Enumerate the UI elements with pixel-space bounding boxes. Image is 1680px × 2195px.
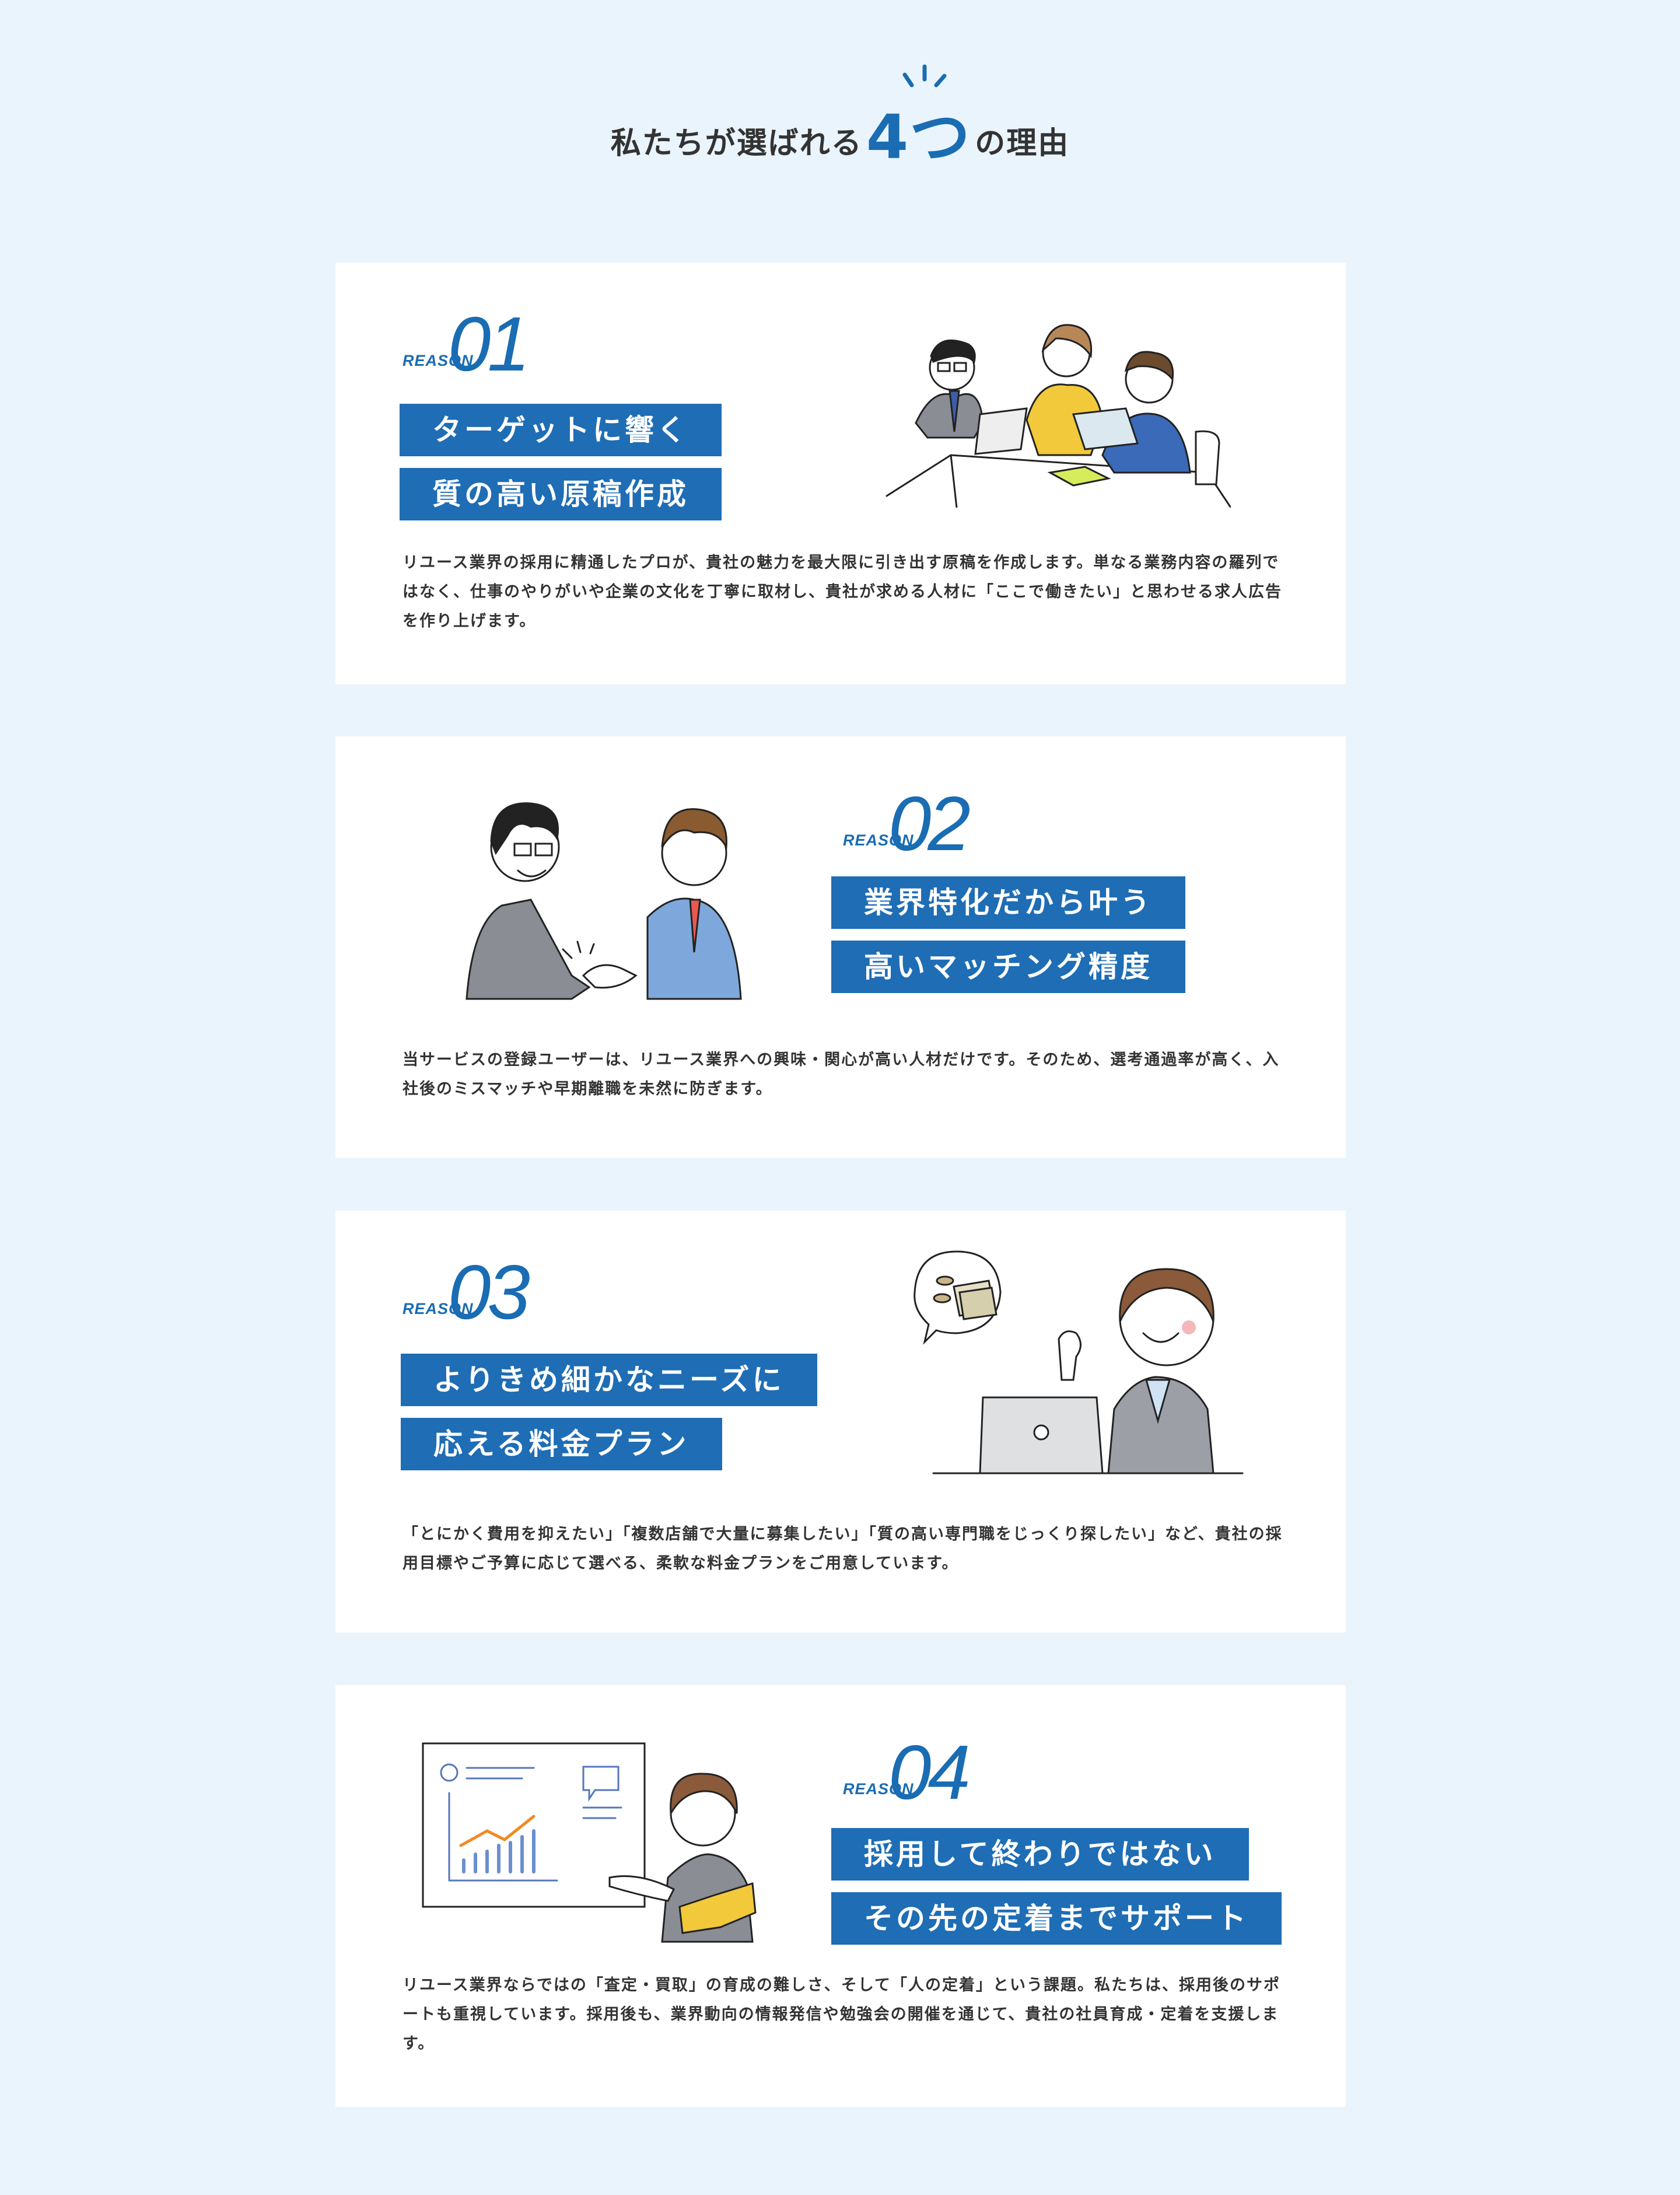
reason-number: 01 — [448, 301, 530, 387]
reason-number: 04 — [888, 1729, 971, 1815]
reason-number: 02 — [888, 781, 971, 866]
reason-marker: REASON 04 — [843, 1729, 1018, 1815]
title-line-1: よりきめ細かなニーズに — [401, 1354, 817, 1406]
reason-card-3: REASON 03 よりきめ細かなニーズに 応える料金プラン 「とにかく費用 — [335, 1211, 1346, 1633]
reason-description: リユース業界の採用に精通したプロが、貴社の魅力を最大限に引き出す原稿を作成します… — [402, 554, 1282, 630]
reason-card-2: REASON 02 業界特化だから叶う 高いマッチング精度 当サービスの登録ユー… — [335, 736, 1346, 1158]
reason-label: REASON — [402, 352, 474, 369]
reason-marker: REASON 03 — [402, 1252, 578, 1331]
reason-description: リユース業界ならではの「査定・買取」の育成の難しさ、そして「人の定着」という課題… — [402, 1976, 1281, 2053]
handshake-illustration — [466, 802, 742, 1000]
reason-label: REASON — [843, 1780, 914, 1798]
reason-marker: REASON 02 — [843, 781, 1018, 866]
reason-card-4: REASON 04 採用して終わりではない その先の定着までサポート リユース業… — [335, 1685, 1346, 2107]
heading-pre: 私たちが選ばれる — [610, 126, 863, 161]
title-line-1: 業界特化だから叶う — [831, 876, 1185, 929]
presentation-illustration — [422, 1742, 757, 1943]
title-line-1: 採用して終わりではない — [831, 1828, 1249, 1881]
reason-label: REASON — [843, 831, 914, 849]
reason-description: 当サービスの登録ユーザーは、リユース業界への興味・関心が高い人材だけです。そのた… — [402, 1051, 1280, 1098]
reason-marker: REASON 01 — [402, 303, 578, 383]
sparkle-icon — [902, 64, 947, 88]
reason-label: REASON — [402, 1300, 474, 1317]
heading-number: 4つ — [866, 102, 972, 173]
team-meeting-illustration — [886, 324, 1231, 508]
reason-number: 03 — [448, 1249, 530, 1335]
title-line-2: 高いマッチング精度 — [831, 941, 1185, 993]
reason-description: 「とにかく費用を抑えたい」「複数店舗で大量に募集したい」「質の高い専門職をじっく… — [402, 1525, 1283, 1572]
reason-card-1: REASON 01 ターゲットに響く 質の高い原稿作成 — [335, 263, 1346, 684]
title-line-2: 質の高い原稿作成 — [400, 468, 722, 520]
title-line-1: ターゲットに響く — [400, 404, 722, 456]
heading-post: の理由 — [975, 126, 1070, 161]
woman-money-illustration — [914, 1250, 1244, 1474]
section-heading: 私たちが選ばれる4つ の理由 — [0, 64, 1680, 176]
title-line-2: 応える料金プラン — [401, 1418, 722, 1470]
title-line-2: その先の定着までサポート — [831, 1892, 1282, 1945]
